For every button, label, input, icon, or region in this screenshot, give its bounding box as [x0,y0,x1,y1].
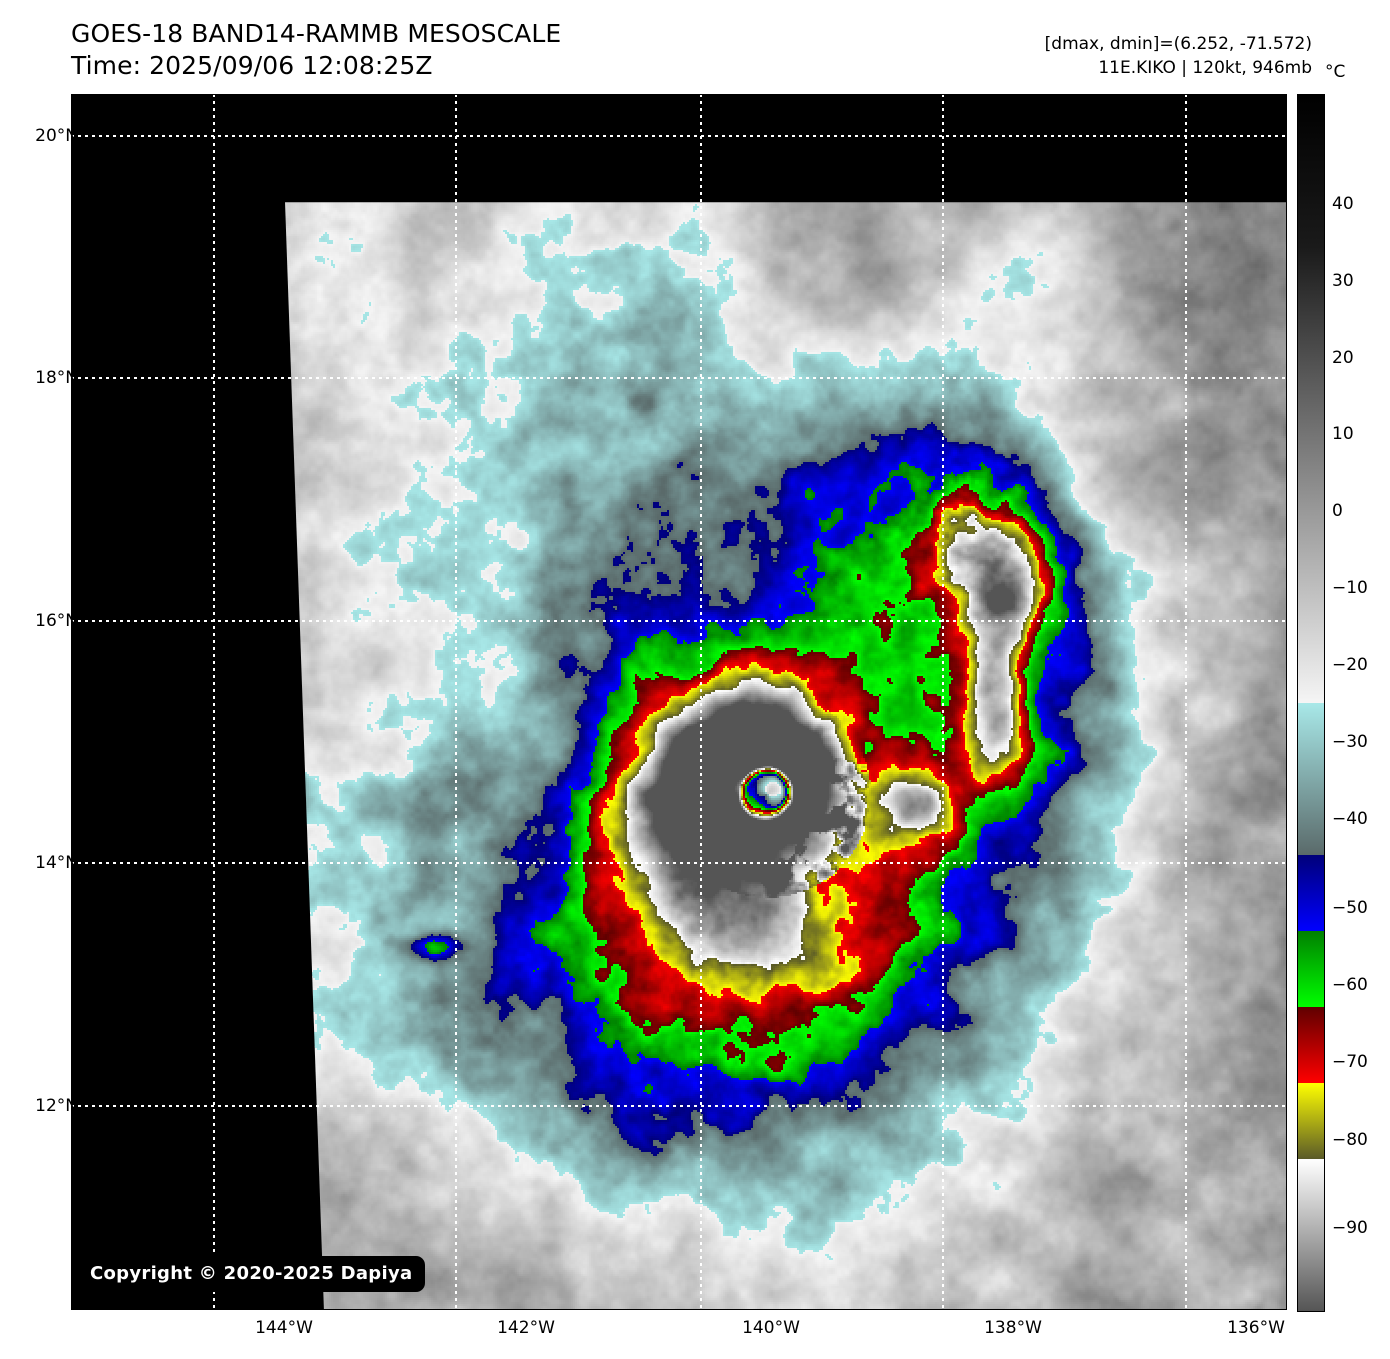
satellite-image-plot: Copyright © 2020-2025 Dapiya [71,94,1287,1310]
colorbar-tick: 30 [1332,271,1354,291]
gridline-horizontal [71,135,1287,137]
gridline-vertical [213,94,215,1310]
longitude-tick-label: 138°W [984,1318,1042,1338]
infrared-imagery-canvas [285,202,1287,1310]
data-range-label: [dmax, dmin]=(6.252, -71.572) [1044,34,1312,54]
timestamp-label: Time: 2025/09/06 12:08:25Z [71,51,433,80]
latitude-tick-label: 12°N [35,1096,78,1116]
longitude-tick-label: 144°W [255,1318,313,1338]
colorbar-gradient [1298,95,1324,1311]
temperature-colorbar [1297,94,1325,1312]
colorbar-tick: 0 [1332,501,1343,521]
colorbar-tick: 10 [1332,424,1354,444]
longitude-tick-label: 142°W [497,1318,555,1338]
colorbar-tick: −90 [1332,1218,1368,1238]
colorbar-tick: −60 [1332,975,1368,995]
colorbar-tick: 40 [1332,194,1354,214]
page-title: GOES-18 BAND14-RAMMB MESOSCALE Time: 202… [71,18,561,82]
colorbar-tick: −70 [1332,1052,1368,1072]
colorbar-unit-label: °C [1325,62,1346,82]
metadata-block: [dmax, dmin]=(6.252, -71.572) 11E.KIKO |… [1045,32,1312,80]
satellite-data-swath [285,202,1287,1310]
colorbar-tick: −50 [1332,898,1368,918]
latitude-tick-label: 20°N [35,126,78,146]
latitude-tick-label: 16°N [35,611,78,631]
copyright-watermark: Copyright © 2020-2025 Dapiya [77,1256,426,1292]
longitude-tick-label: 136°W [1227,1318,1285,1338]
colorbar-tick: −10 [1332,578,1368,598]
storm-info-label: 11E.KIKO | 120kt, 946mb [1098,58,1312,78]
latitude-tick-label: 18°N [35,368,78,388]
longitude-tick-label: 140°W [742,1318,800,1338]
colorbar-tick: −30 [1332,732,1368,752]
colorbar-tick: −40 [1332,809,1368,829]
product-title: GOES-18 BAND14-RAMMB MESOSCALE [71,19,562,48]
colorbar-tick: −80 [1332,1130,1368,1150]
latitude-tick-label: 14°N [35,853,78,873]
colorbar-tick: −20 [1332,655,1368,675]
colorbar-tick: 20 [1332,348,1354,368]
